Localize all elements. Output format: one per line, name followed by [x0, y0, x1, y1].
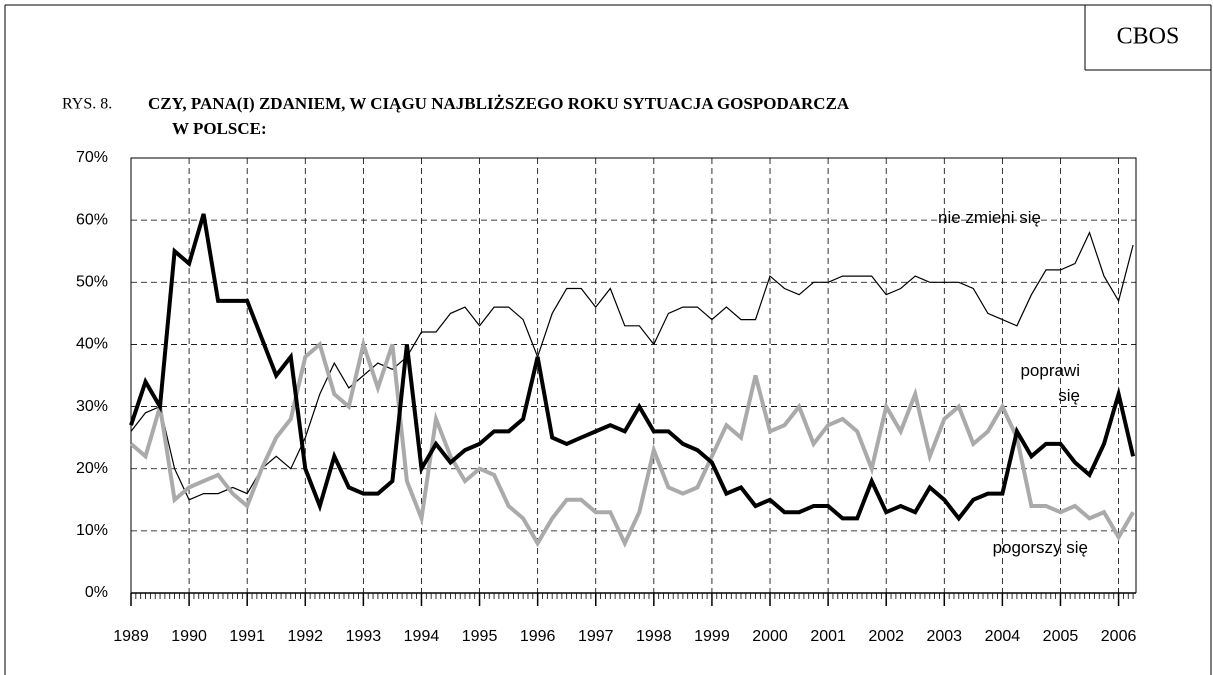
series-label: poprawi się: [1020, 361, 1080, 405]
source: CBOS: [1117, 24, 1180, 50]
x-tick-label: 1997: [578, 628, 614, 645]
y-tick-label: 70%: [76, 149, 108, 166]
y-tick-label: 40%: [76, 336, 108, 353]
x-tick-label: 2002: [868, 628, 904, 645]
x-tick-label: 2006: [1101, 628, 1137, 645]
x-tick-label: 2005: [1043, 628, 1079, 645]
x-tick-label: 2003: [926, 628, 962, 645]
x-tick-label: 2004: [985, 628, 1021, 645]
x-tick-label: 1999: [694, 628, 730, 645]
y-tick-label: 30%: [76, 398, 108, 415]
x-tick-label: 1994: [404, 628, 440, 645]
y-tick-label: 60%: [76, 211, 108, 228]
chart-title: CZY, PANA(I) ZDANIEM, W CIĄGU NAJBLIŻSZE…: [148, 94, 850, 113]
x-tick-label: 1993: [346, 628, 382, 645]
chart-title: W POLSCE:: [172, 119, 267, 138]
series-line: [129, 213, 1136, 522]
x-tick-label: 2000: [752, 628, 788, 645]
series-line: [130, 230, 1134, 501]
x-tick-label: 1989: [113, 628, 149, 645]
series-line: [129, 337, 1135, 549]
x-tick-label: 1995: [462, 628, 498, 645]
plot-frame: [130, 157, 1137, 593]
y-tick-label: 20%: [76, 460, 108, 477]
y-tick-label: 50%: [76, 274, 108, 291]
y-tick-label: 10%: [76, 522, 108, 539]
x-tick-label: 1998: [636, 628, 672, 645]
x-tick-label: 1991: [229, 628, 265, 645]
y-tick-label: 0%: [85, 584, 108, 601]
series-label: pogorszy się: [992, 538, 1088, 557]
x-tick-label: 1992: [287, 628, 323, 645]
x-tick-label: 1996: [520, 628, 556, 645]
figure-label: RYS. 8.: [62, 96, 112, 113]
x-tick-label: 1990: [171, 628, 207, 645]
series-label: nie zmieni się: [938, 208, 1041, 227]
x-tick-label: 2001: [810, 628, 846, 645]
